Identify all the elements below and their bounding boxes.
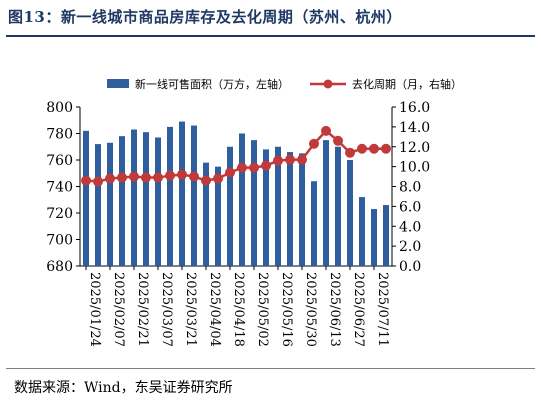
bar [131,129,137,266]
line-point [201,175,211,186]
bar [347,160,353,266]
y-right-tick-label: 12.0 [399,140,430,156]
line-point [249,162,259,173]
line-point [297,154,307,165]
line-point [369,143,379,154]
bar [335,146,341,266]
x-tick-label: 2025/02/07 [111,272,126,347]
x-axis-labels: 2025/01/24 2025/02/07 2025/02/21 2025/03/07… [85,266,390,347]
line-point [189,171,199,182]
bar [383,205,389,266]
x-tick-label: 2025/01/24 [87,272,102,347]
line-point [105,173,115,184]
line-point [357,143,367,154]
x-tick-label: 2025/04/04 [207,272,222,347]
line-point [237,162,247,173]
x-tick-label: 2025/05/30 [303,272,318,347]
y-left-tick-label: 780 [46,127,73,143]
bar [155,137,161,266]
bar [263,149,269,266]
y-right-tick-label: 6.0 [399,199,421,215]
line-point [285,154,295,165]
bar [287,152,293,266]
y-left-tick-label: 680 [46,259,73,275]
bar [215,166,221,266]
chart-legend: 新一线可售面积（万方，左轴） 去化周期（月，右轴） [107,77,462,91]
title-divider [6,35,535,37]
bar [107,142,113,266]
line-point [273,155,283,166]
bar [227,146,233,266]
x-tick-label: 2025/04/18 [231,272,246,347]
y-right-tick-label: 14.0 [399,120,430,136]
y-right-tick-label: 4.0 [399,219,421,235]
legend-bar-label: 新一线可售面积（万方，左轴） [135,77,289,91]
line-point [345,147,355,158]
line-point [117,172,127,183]
line-point [225,167,235,178]
bar [251,140,257,266]
line-point [213,173,223,184]
line-point [261,160,271,171]
x-tick-label: 2025/03/21 [183,272,198,347]
bar [239,133,245,266]
bar [311,181,317,266]
bar [203,162,209,266]
bar [83,130,89,266]
bar-series [83,121,389,266]
x-tick-label: 2025/06/27 [351,272,366,347]
y-left-tick-label: 720 [46,206,73,222]
y-right-tick-label: 0.0 [399,259,421,275]
x-tick-label: 2025/02/21 [135,272,150,347]
x-tick-label: 2025/06/13 [327,272,342,347]
line-point [309,138,319,149]
y-left-tick-label: 740 [46,180,73,196]
line-point [381,143,391,154]
y-left-tick-label: 760 [46,153,73,169]
y-right-tick-label: 2.0 [399,239,421,255]
line-point [129,171,139,182]
source-note: 数据来源：Wind，东吴证券研究所 [14,380,233,396]
line-point [165,170,175,181]
legend-line-marker [323,79,333,89]
line-point [93,176,103,187]
bar [179,121,185,266]
y-right-tick-label: 10.0 [399,160,430,176]
bar [167,126,173,266]
x-tick-label: 2025/07/11 [375,272,390,347]
bar [299,153,305,266]
line-point [333,135,343,146]
chart-title: 图13：新一线城市商品房库存及去化周期（苏州、杭州） [8,8,402,26]
x-tick-label: 2025/05/02 [255,272,270,347]
legend-line-label: 去化周期（月，右轴） [352,77,462,91]
y-left-tick-label: 800 [46,100,73,116]
line-point [141,172,151,183]
legend-bar-swatch [107,79,129,88]
line-point [321,125,331,136]
x-tick-label: 2025/03/07 [159,272,174,347]
y-right-tick-label: 16.0 [399,100,430,116]
bar [143,132,149,266]
footer-divider [6,368,535,369]
y-right-tick-label: 8.0 [399,180,421,196]
bar [95,144,101,266]
line-point [81,175,91,186]
line-point [177,169,187,180]
x-tick-label: 2025/05/16 [279,272,294,347]
bar [275,146,281,266]
line-series [81,125,391,187]
y-left-tick-label: 700 [46,233,73,249]
bar [371,209,377,266]
line-point [153,172,163,183]
bar [323,140,329,266]
bar [191,125,197,266]
bar [359,197,365,266]
bar [119,136,125,266]
